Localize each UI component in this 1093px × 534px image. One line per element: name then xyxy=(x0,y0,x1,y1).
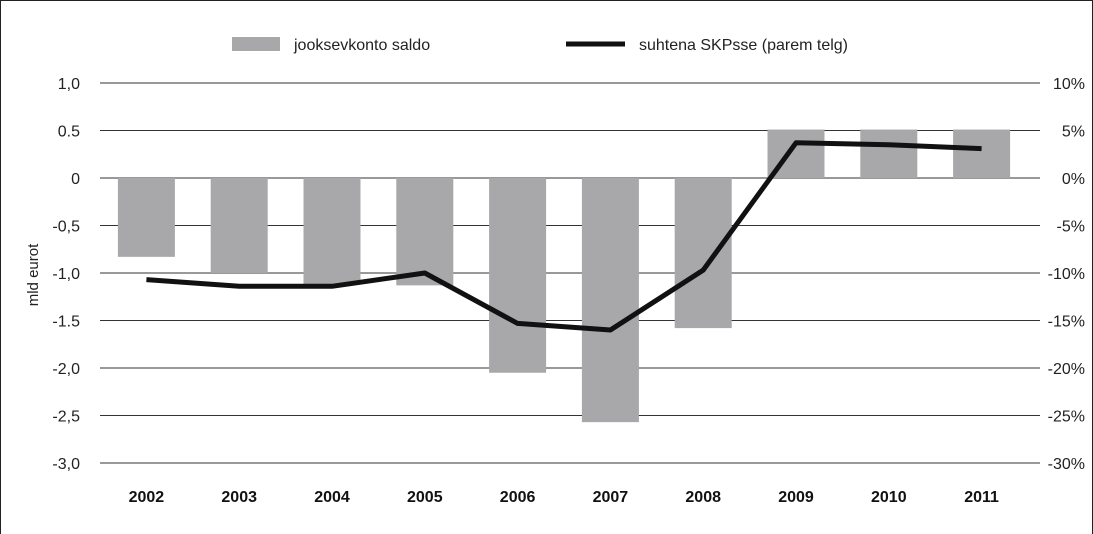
x-tick-label: 2009 xyxy=(778,489,814,506)
bar xyxy=(674,178,732,329)
y-tick-label: 0.5 xyxy=(58,124,80,141)
bar-series xyxy=(117,129,1011,423)
bar xyxy=(210,178,268,273)
legend: jooksevkonto saldo suhtena SKPsse (parem… xyxy=(232,37,848,54)
y-tick-label: -2,0 xyxy=(52,361,80,378)
legend-label-line: suhtena SKPsse (parem telg) xyxy=(639,37,848,54)
y2-tick-label: -30% xyxy=(1048,456,1085,473)
y-tick-label: 1,0 xyxy=(58,76,80,93)
x-tick-label: 2006 xyxy=(500,489,536,506)
series-line xyxy=(146,140,982,333)
y2-tick-label: 5% xyxy=(1062,124,1085,141)
x-tick-label: 2005 xyxy=(407,489,443,506)
y-tick-label: -0,5 xyxy=(52,219,80,236)
legend-label-bar: jooksevkonto saldo xyxy=(293,37,430,54)
x-axis: 2002 2003 2004 2005 2006 2007 2008 2009 2010 2011 xyxy=(129,489,999,506)
x-tick-label: 2011 xyxy=(964,489,999,506)
bar xyxy=(581,178,639,423)
x-tick-label: 2002 xyxy=(129,489,165,506)
legend-swatch-bar xyxy=(232,37,280,51)
y-tick-label: -1,0 xyxy=(52,266,80,283)
y2-tick-label: -20% xyxy=(1048,361,1085,378)
y2-tick-label: 10% xyxy=(1053,76,1085,93)
y-tick-label: -3,0 xyxy=(52,456,80,473)
y2-tick-label: -25% xyxy=(1048,409,1085,426)
y2-tick-label: 0% xyxy=(1062,171,1085,188)
y2-tick-label: -5% xyxy=(1057,219,1085,236)
x-tick-label: 2003 xyxy=(221,489,257,506)
bar xyxy=(860,129,918,178)
bar xyxy=(396,178,454,286)
bar xyxy=(117,178,175,257)
bar xyxy=(489,178,547,373)
y-tick-label: 0 xyxy=(71,171,80,188)
y-tick-label: -1.5 xyxy=(52,314,80,331)
bar xyxy=(303,178,361,285)
y2-tick-label: -15% xyxy=(1048,314,1085,331)
y-tick-label: -2,5 xyxy=(52,409,80,426)
y-axis-left: 1,0 0.5 0 -0,5 -1,0 -1.5 -2,0 -2,5 -3,0 xyxy=(52,76,80,473)
x-tick-label: 2004 xyxy=(314,489,350,506)
y-axis-title: mld eurot xyxy=(25,243,42,306)
y-axis-right: 10% 5% 0% -5% -10% -15% -20% -25% -30% xyxy=(1048,76,1085,473)
x-tick-label: 2007 xyxy=(593,489,629,506)
x-tick-label: 2010 xyxy=(871,489,907,506)
x-tick-label: 2008 xyxy=(685,489,721,506)
y2-tick-label: -10% xyxy=(1048,266,1085,283)
line-series xyxy=(146,140,982,333)
bar xyxy=(953,129,1011,178)
